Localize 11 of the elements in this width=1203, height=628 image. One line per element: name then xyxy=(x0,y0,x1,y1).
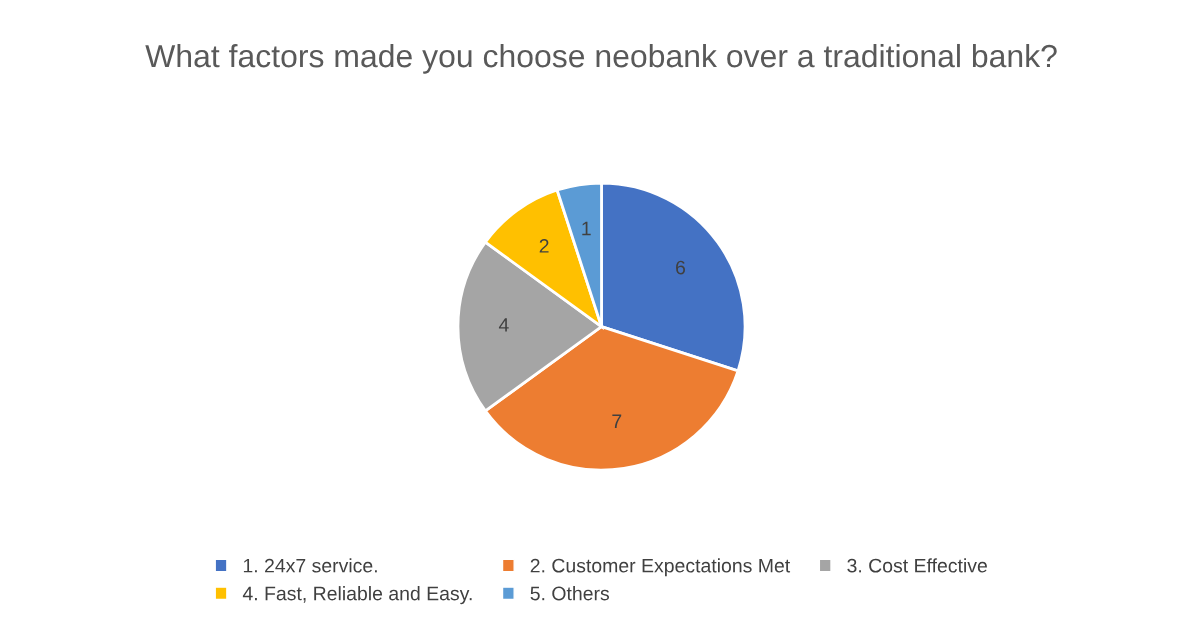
data-label: 4 xyxy=(498,318,509,332)
legend-label: 5. Others xyxy=(530,586,610,601)
legend-label: 2. Customer Expectations Met xyxy=(530,558,791,577)
data-label: 6 xyxy=(676,260,686,275)
data-label: 2 xyxy=(539,239,549,253)
legend-label: 4. Fast, Reliable and Easy. xyxy=(242,586,472,605)
chart-title: What factors made you choose neobank over a traditional bank? xyxy=(145,43,1057,74)
legend-label: 1. 24x7 service. xyxy=(243,558,377,573)
legend-label: 3. Cost Effective xyxy=(847,558,987,573)
data-label: 7 xyxy=(612,414,622,428)
data-label: 1 xyxy=(582,221,591,236)
